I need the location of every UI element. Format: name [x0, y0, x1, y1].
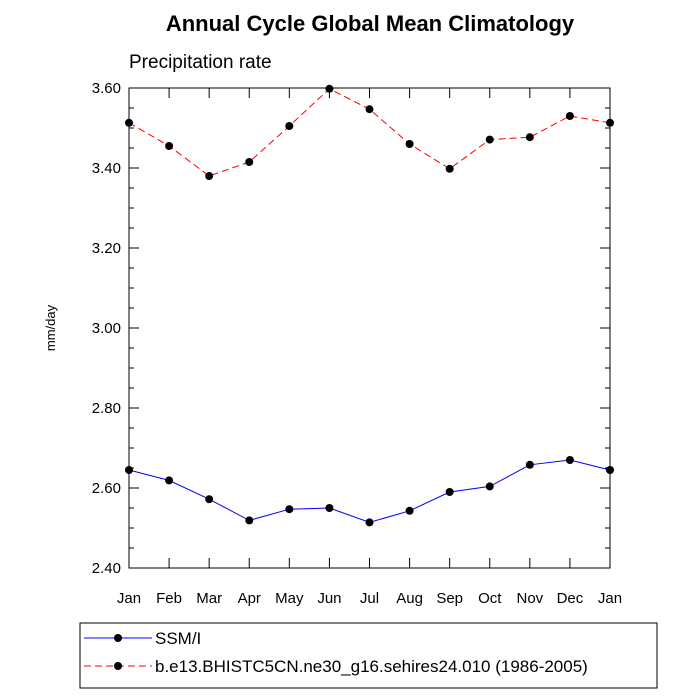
y-tick-label: 2.80 [92, 400, 121, 417]
y-tick-label: 2.40 [92, 560, 121, 577]
x-tick-label: Dec [557, 590, 584, 607]
legend-label-2: b.e13.BHISTC5CN.ne30_g16.sehires24.010 (… [155, 657, 588, 676]
chart-subtitle: Precipitation rate [129, 52, 272, 73]
series-line-2 [128, 88, 611, 177]
data-point [525, 460, 534, 469]
legend-marker [114, 662, 122, 670]
x-tick-label: Jul [360, 590, 379, 607]
y-tick-label: 3.00 [92, 320, 121, 337]
x-tick-label: Feb [156, 590, 182, 607]
data-point [565, 112, 574, 120]
data-point [165, 476, 174, 485]
series-line-1 [128, 459, 611, 523]
x-tick-label: Oct [478, 590, 502, 607]
legend [79, 622, 658, 689]
data-point [245, 158, 254, 166]
data-point [405, 506, 414, 515]
data-point [445, 164, 454, 173]
data-point [365, 518, 374, 527]
x-tick-label: Jun [317, 590, 341, 607]
y-tick-label: 3.20 [92, 240, 121, 257]
data-point [365, 105, 374, 114]
x-tick-label: Mar [196, 590, 222, 607]
data-point [205, 172, 214, 180]
x-tick-label: Jan [117, 590, 141, 607]
x-tick-label: Nov [516, 590, 543, 607]
data-point [325, 504, 334, 512]
chart-title: Annual Cycle Global Mean Climatology [166, 11, 575, 36]
data-point [125, 466, 133, 474]
data-point [405, 140, 414, 148]
data-point [325, 84, 334, 93]
data-point [445, 488, 454, 496]
x-tick-label: Aug [396, 590, 423, 607]
data-point [565, 456, 574, 464]
data-point [125, 118, 133, 127]
data-point [606, 466, 614, 474]
legend-marker [114, 634, 122, 642]
x-tick-label: Jan [598, 590, 622, 607]
y-tick-label: 2.60 [92, 480, 121, 497]
legend-items: SSM/I b.e13.BHISTC5CN.ne30_g16.sehires24.… [84, 629, 588, 676]
y-axis-label: mm/day [43, 304, 58, 351]
data-point [525, 133, 534, 142]
x-tick-label: Apr [238, 590, 261, 607]
data-point [606, 118, 614, 127]
y-tick-label: 3.40 [92, 160, 121, 177]
series-layer [125, 84, 614, 527]
data-point [285, 505, 294, 514]
y-tick-label: 3.60 [92, 80, 121, 97]
x-tick-label: Sep [436, 590, 463, 607]
legend-label-1: SSM/I [155, 629, 201, 648]
data-point [285, 122, 294, 130]
data-point [245, 516, 254, 525]
data-point [165, 142, 174, 150]
axis-ticks: 2.40 2.60 2.80 3.00 3.20 3.40 3.60 Jan Feb Mar Apr… [92, 80, 622, 607]
x-tick-label: May [275, 590, 304, 607]
data-point [205, 495, 214, 504]
plot-frame [128, 87, 611, 569]
data-point [485, 135, 494, 144]
data-point [485, 482, 494, 491]
